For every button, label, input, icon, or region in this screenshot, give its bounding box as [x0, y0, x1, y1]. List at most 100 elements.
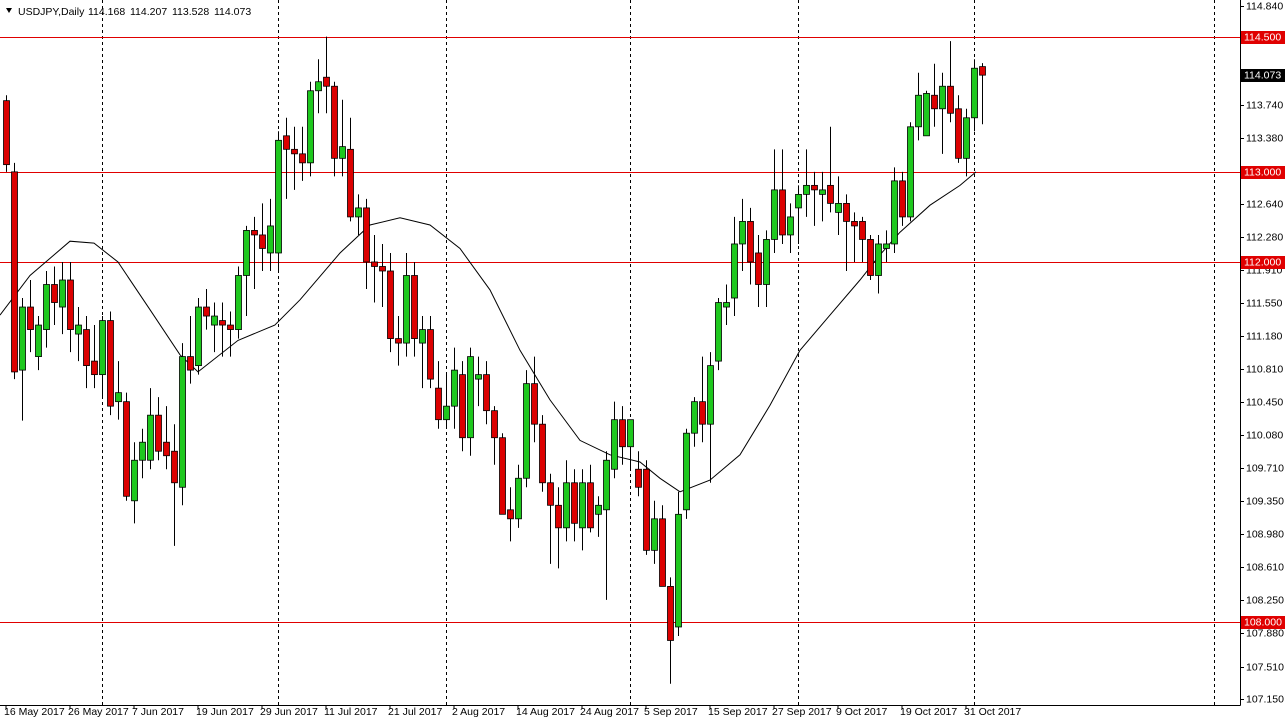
y-tick-label: 113.740 [1246, 99, 1283, 111]
candle-body [579, 482, 586, 529]
candle-body [211, 315, 218, 326]
candle-body [539, 423, 546, 484]
candle-body [571, 482, 578, 524]
candle-body [315, 81, 322, 92]
y-tick-label: 114.840 [1246, 0, 1283, 12]
candle-body [187, 356, 194, 371]
header-open: 114.168 [88, 6, 125, 18]
candle-body [595, 504, 602, 515]
y-tick-label: 108.610 [1246, 561, 1284, 573]
candle-body [227, 324, 234, 330]
candle-body [611, 419, 618, 470]
candle-body [659, 518, 666, 587]
moving-average [0, 171, 977, 493]
candle-body [19, 306, 26, 371]
candle-body [635, 468, 642, 488]
candle-body [931, 94, 938, 110]
candle-body [891, 180, 898, 245]
y-tick-label: 110.810 [1246, 363, 1283, 375]
candle-body [803, 184, 810, 195]
candle-body [643, 468, 650, 551]
candle-body [747, 221, 754, 263]
header-low: 113.528 [172, 6, 209, 18]
candle-body [451, 369, 458, 407]
level-label-box [1241, 166, 1285, 179]
candle-body [723, 302, 730, 308]
candle-body [331, 85, 338, 159]
candle-body [963, 117, 970, 159]
candle-body [307, 90, 314, 164]
candle-body [355, 207, 362, 218]
x-tick-label: 15 Sep 2017 [708, 706, 768, 718]
candle-body [939, 85, 946, 110]
y-tick-label: 111.180 [1246, 330, 1283, 342]
y-tick-label: 110.450 [1246, 396, 1283, 408]
candle-body [475, 374, 482, 380]
candle-body [979, 66, 986, 76]
price-label: 114.073 [1244, 69, 1281, 81]
candle-body [339, 146, 346, 159]
candle-body [131, 459, 138, 502]
candle-body [491, 410, 498, 439]
menu-triangle[interactable] [6, 8, 12, 13]
level-label-box [1241, 616, 1285, 629]
y-tick-label: 113.380 [1246, 132, 1283, 144]
level-label-box [1241, 31, 1285, 44]
candle-body [467, 356, 474, 439]
x-tick-label: 21 Jul 2017 [388, 706, 442, 718]
candle-body [411, 275, 418, 339]
candle-body [299, 153, 306, 164]
candle-body [779, 189, 786, 236]
level-label: 113.000 [1244, 166, 1281, 178]
y-tick-label: 108.980 [1246, 528, 1284, 540]
candle-body [163, 441, 170, 457]
candle-body [379, 266, 386, 272]
x-tick-label: 11 Jul 2017 [324, 706, 378, 718]
candle-body [27, 306, 34, 330]
candle-body [947, 85, 954, 114]
candle-body [587, 482, 594, 529]
candle-body [275, 139, 282, 254]
candle-body [859, 221, 866, 240]
header-high: 114.207 [130, 6, 167, 18]
candle-body [907, 126, 914, 218]
level-label: 114.500 [1244, 31, 1281, 43]
candle-body [179, 356, 186, 488]
candle-body [715, 302, 722, 362]
x-tick-label: 19 Jun 2017 [196, 706, 254, 718]
candle-body [507, 509, 514, 520]
candle-body [619, 419, 626, 448]
x-tick-label: 26 May 2017 [68, 706, 129, 718]
x-tick-label: 14 Aug 2017 [516, 706, 575, 718]
candle-body [651, 518, 658, 551]
candle-body [107, 320, 114, 407]
candle-body [787, 216, 794, 236]
candle-body [203, 306, 210, 317]
candle-body [147, 414, 154, 461]
y-tick-label: 109.710 [1246, 462, 1284, 474]
candle-body [291, 148, 298, 155]
candle-body [51, 284, 58, 303]
candle-body [675, 513, 682, 628]
candle-body [955, 108, 962, 159]
level-label: 108.000 [1244, 616, 1282, 628]
level-label: 112.000 [1244, 256, 1281, 268]
candle-body [923, 93, 930, 137]
candle-body [811, 184, 818, 191]
candle-body [707, 365, 714, 425]
candle-body [171, 450, 178, 484]
x-tick-label: 9 Oct 2017 [836, 706, 888, 718]
candle-body [499, 437, 506, 515]
candle-body [371, 261, 378, 267]
header-close: 114.073 [214, 6, 251, 18]
y-tick-label: 109.350 [1246, 495, 1284, 507]
candle-body [115, 392, 122, 403]
candle-body [139, 441, 146, 461]
x-tick-label: 2 Aug 2017 [452, 706, 505, 718]
candle-body [395, 338, 402, 344]
x-tick-label: 27 Sep 2017 [772, 706, 832, 718]
candle-body [627, 419, 634, 448]
candle-body [99, 320, 106, 376]
